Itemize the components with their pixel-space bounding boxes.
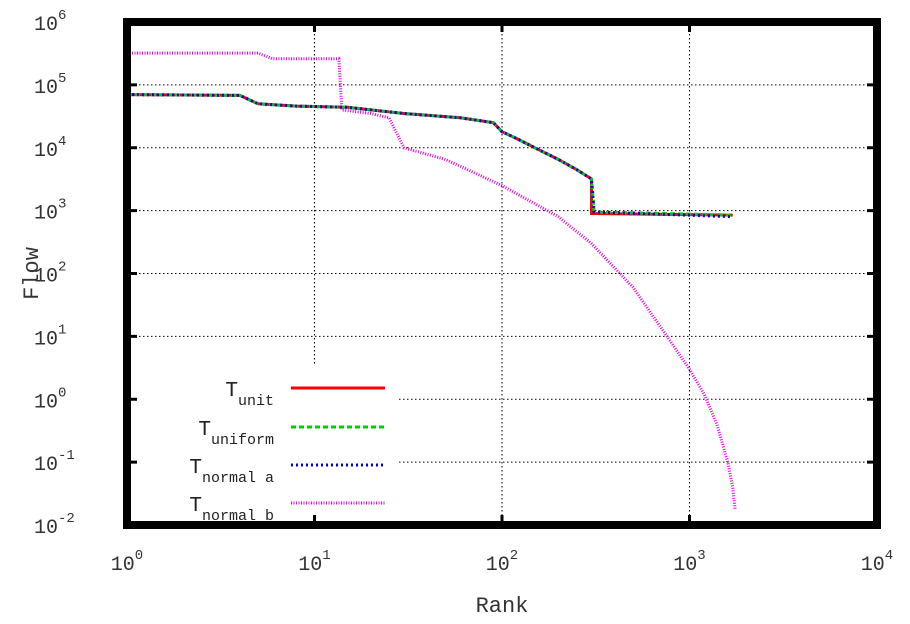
series-line-tnormal-a: [126, 93, 733, 219]
series-lines: [126, 51, 737, 510]
legend-label: Tnormal b: [189, 495, 274, 525]
legend-label: Tunit: [225, 380, 274, 410]
y-tick-label: 103: [34, 197, 66, 226]
y-tick-label: 10-1: [34, 448, 75, 477]
series-line-tuniform: [126, 93, 733, 217]
x-tick-label: 100: [111, 548, 143, 577]
x-axis-label: Rank: [476, 594, 529, 619]
y-axis-label: Flow: [20, 247, 45, 300]
x-tick-label: 102: [486, 548, 518, 577]
y-tick-label: 105: [34, 71, 66, 100]
x-tick-label: 103: [673, 548, 705, 577]
legend-label: Tuniform: [198, 419, 274, 449]
y-tick-label: 100: [34, 385, 66, 414]
series-line-tnormal-b: [127, 51, 737, 510]
axis-ticks: 100 101 102 103 104 10-2 10-1 100 101 102 103 104 10…: [34, 8, 893, 577]
x-tick-label: 101: [298, 548, 330, 577]
y-tick-label: 10-2: [34, 511, 75, 540]
y-tick-label: 106: [34, 8, 66, 37]
legend-label: Tnormal a: [189, 457, 274, 487]
y-tick-label: 101: [34, 322, 66, 351]
x-tick-label: 104: [861, 548, 893, 577]
legend: Tunit Tuniform Tnormal a Tnormal b: [135, 365, 397, 525]
legend-background: [135, 365, 397, 523]
series-line-tunit: [126, 93, 733, 217]
y-tick-label: 102: [34, 260, 66, 289]
y-tick-label: 104: [34, 134, 66, 163]
